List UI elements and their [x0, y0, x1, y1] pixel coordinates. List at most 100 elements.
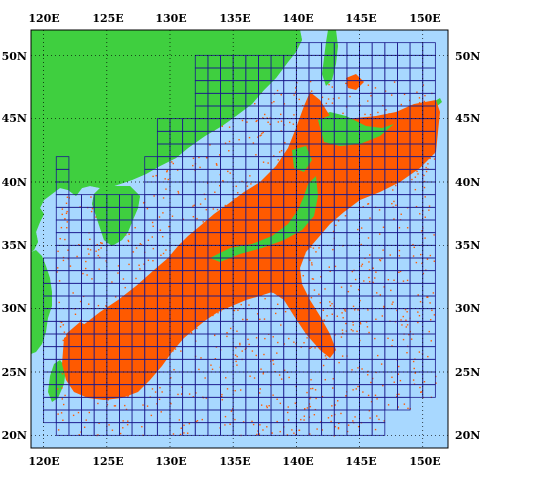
observation-point	[132, 391, 135, 393]
observation-point	[56, 271, 58, 273]
observation-point	[382, 384, 384, 387]
observation-point	[304, 327, 307, 329]
observation-point	[80, 431, 82, 433]
observation-point	[242, 421, 245, 423]
observation-point	[188, 393, 191, 395]
observation-point	[159, 386, 161, 389]
observation-point	[237, 309, 239, 311]
observation-point	[269, 197, 272, 200]
right-latitude-labels: 50N 45N 40N 35N 30N 25N 20N	[455, 50, 480, 442]
observation-point	[224, 204, 226, 207]
observation-point	[244, 348, 247, 351]
observation-point	[191, 301, 193, 304]
observation-point	[368, 261, 370, 263]
observation-point	[332, 248, 334, 251]
lon-label-top-140: 140E	[282, 12, 313, 25]
observation-point	[291, 429, 293, 431]
observation-point	[200, 357, 202, 359]
observation-point	[313, 414, 316, 416]
observation-point	[293, 341, 295, 343]
observation-point	[147, 259, 150, 262]
observation-point	[298, 98, 300, 101]
observation-point	[74, 313, 77, 316]
observation-point	[402, 338, 405, 341]
observation-point	[298, 264, 300, 267]
observation-point	[279, 402, 282, 405]
observation-point	[383, 141, 385, 144]
observation-point	[176, 268, 178, 270]
lat-label-left-50: 50N	[2, 50, 27, 63]
observation-point	[206, 269, 209, 271]
observation-point	[276, 352, 278, 354]
observation-point	[375, 175, 377, 177]
observation-point	[239, 389, 242, 391]
observation-point	[142, 404, 144, 406]
lon-label-top-120: 120E	[28, 12, 59, 25]
observation-point	[315, 397, 317, 400]
observation-point	[401, 324, 403, 326]
lon-label-bottom-120: 120E	[28, 455, 59, 468]
observation-point	[246, 121, 248, 123]
observation-point	[168, 225, 170, 228]
observation-point	[60, 412, 63, 414]
observation-point	[360, 227, 363, 229]
observation-point	[337, 220, 340, 222]
observation-point	[328, 83, 330, 86]
observation-point	[312, 247, 315, 249]
observation-point	[107, 398, 109, 401]
observation-point	[414, 372, 416, 374]
observation-point	[402, 137, 404, 139]
observation-point	[132, 251, 135, 253]
observation-point	[337, 157, 340, 160]
lon-label-top-135: 135E	[219, 12, 250, 25]
observation-point	[283, 369, 286, 372]
observation-point	[188, 422, 191, 425]
observation-point	[432, 292, 435, 294]
observation-point	[219, 184, 221, 187]
observation-point	[127, 240, 130, 243]
observation-point	[280, 324, 282, 326]
observation-point	[148, 357, 150, 359]
observation-point	[435, 375, 437, 378]
observation-point	[202, 263, 204, 265]
observation-point	[378, 164, 380, 166]
observation-point	[134, 226, 136, 229]
observation-point	[161, 342, 163, 345]
observation-point	[273, 155, 275, 157]
observation-point	[257, 235, 259, 238]
observation-point	[193, 204, 195, 206]
lon-label-top-125: 125E	[92, 12, 123, 25]
observation-point	[192, 279, 195, 281]
observation-point	[374, 394, 377, 396]
observation-point	[352, 330, 354, 332]
map-area	[31, 30, 448, 448]
observation-point	[212, 208, 215, 210]
observation-point	[237, 265, 239, 267]
observation-point	[63, 331, 66, 333]
observation-point	[416, 91, 418, 93]
observation-point	[424, 94, 426, 97]
observation-point	[225, 279, 228, 281]
observation-point	[333, 435, 335, 437]
observation-point	[119, 379, 121, 381]
observation-point	[183, 424, 185, 426]
observation-point	[135, 277, 137, 280]
observation-point	[278, 151, 281, 153]
observation-point	[310, 246, 312, 248]
observation-point	[180, 427, 182, 429]
observation-point	[141, 425, 143, 428]
observation-point	[259, 424, 261, 426]
observation-point	[417, 173, 419, 175]
observation-point	[176, 271, 178, 273]
lat-label-left-30: 30N	[2, 302, 27, 315]
observation-point	[251, 350, 254, 352]
observation-point	[247, 272, 250, 275]
observation-point	[110, 318, 112, 321]
observation-point	[167, 178, 169, 181]
observation-point	[417, 294, 419, 296]
observation-point	[289, 121, 291, 124]
observation-point	[268, 246, 270, 249]
observation-point	[368, 254, 371, 256]
top-longitude-labels: 120E 125E 130E 135E 140E 145E 150E	[28, 12, 440, 25]
observation-point	[417, 321, 419, 324]
